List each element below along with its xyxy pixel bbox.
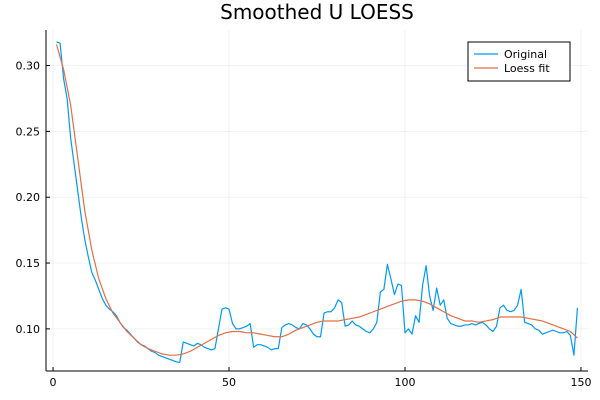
y-tick-label: 0.30 (16, 60, 41, 73)
series-line-loess-fit (55, 44, 578, 356)
series-line-original (56, 41, 579, 364)
series-layer (55, 41, 579, 364)
legend-label-loess-fit: Loess fit (504, 62, 550, 75)
x-tick-label: 150 (570, 376, 591, 389)
legend-label-original: Original (504, 48, 547, 61)
legend-box (467, 41, 571, 82)
y-tick-label: 0.20 (16, 191, 41, 204)
x-tick-label: 100 (394, 376, 415, 389)
x-tick-label: 50 (222, 376, 236, 389)
y-tick-label: 0.15 (16, 257, 41, 270)
y-tick-label: 0.10 (16, 323, 41, 336)
y-tick-label: 0.25 (16, 125, 41, 138)
axes: 0 50 100 150 0.10 0.15 0.20 0.25 0.30 (16, 30, 591, 389)
x-tick-label: 0 (50, 376, 57, 389)
chart-title: Smoothed U LOESS (220, 0, 414, 24)
